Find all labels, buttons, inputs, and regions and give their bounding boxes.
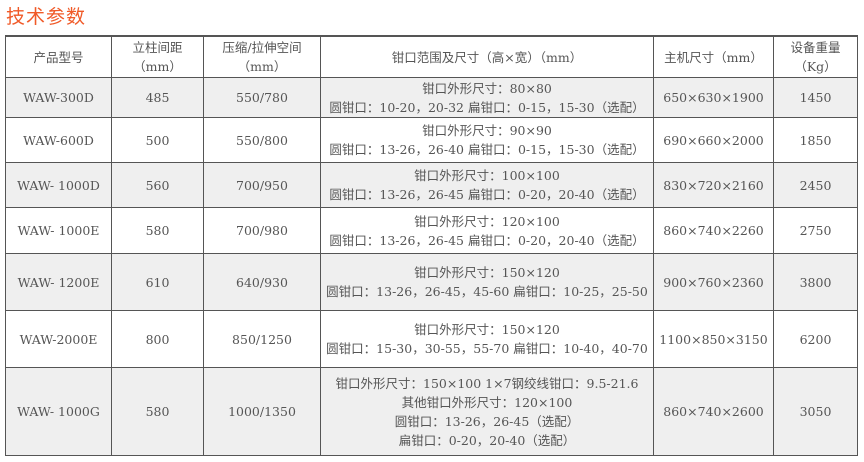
cell-weight: 2450 bbox=[773, 162, 858, 208]
table-row: WAW- 1000D 560 700/950 钳口外形尺寸：100×100 圆钳口：13… bbox=[5, 162, 858, 208]
cell-machine-size: 650×630×1900 bbox=[653, 77, 774, 118]
header-text: 主机尺寸（mm） bbox=[664, 49, 763, 65]
cell-test-space: 550/800 bbox=[203, 117, 321, 163]
cell-model: WAW-600D bbox=[5, 117, 112, 163]
spec-table: 产品型号 立柱间距 （mm） 压缩/拉伸空间 （mm） 钳口范围及尺寸（高×宽）（mm） 主… bbox=[5, 35, 858, 456]
cell-weight: 2750 bbox=[773, 207, 858, 254]
header-weight: 设备重量 （Kg） bbox=[773, 35, 858, 78]
cell-test-space: 700/950 bbox=[203, 162, 321, 208]
table-row: WAW-2000E 800 850/1250 钳口外形尺寸：150×120 圆钳口：15… bbox=[5, 310, 858, 368]
cell-test-space: 550/780 bbox=[203, 77, 321, 118]
cell-jaw-range: 钳口外形尺寸：90×90 圆钳口：13-26，26-40 扁钳口：0-15，15-… bbox=[320, 117, 654, 163]
jaw-line: 钳口外形尺寸：120×100 bbox=[414, 213, 560, 229]
cell-column-spacing: 580 bbox=[111, 367, 204, 456]
cell-test-space: 640/930 bbox=[203, 253, 321, 311]
jaw-line: 圆钳口：13-26，26-45，45-60 扁钳口：10-25，25-50 bbox=[326, 284, 648, 299]
jaw-line: 扁钳口：0-20，20-40（选配） bbox=[398, 432, 576, 448]
cell-column-spacing: 610 bbox=[111, 253, 204, 311]
header-machine-size: 主机尺寸（mm） bbox=[653, 35, 774, 78]
jaw-line: 圆钳口：13-26，26-45 扁钳口：0-20，20-40（选配） bbox=[329, 187, 645, 202]
cell-machine-size: 830×720×2160 bbox=[653, 162, 774, 208]
jaw-line: 圆钳口：13-26，26-40 扁钳口：0-15，15-30（选配） bbox=[329, 142, 645, 157]
header-text: （mm） bbox=[237, 59, 287, 74]
header-row: 产品型号 立柱间距 （mm） 压缩/拉伸空间 （mm） 钳口范围及尺寸（高×宽）（mm） 主… bbox=[5, 35, 858, 78]
cell-column-spacing: 500 bbox=[111, 117, 204, 163]
header-test-space: 压缩/拉伸空间 （mm） bbox=[203, 35, 321, 78]
jaw-line: 钳口外形尺寸：150×120 bbox=[414, 265, 560, 280]
header-text: 产品型号 bbox=[33, 49, 84, 65]
jaw-line: 圆钳口：10-20，20-32 扁钳口：0-15，15-30（选配） bbox=[329, 99, 645, 115]
cell-model: WAW-300D bbox=[5, 77, 112, 118]
jaw-line: 其他钳口外形尺寸：120×100 bbox=[401, 394, 573, 410]
cell-machine-size: 900×760×2360 bbox=[653, 253, 774, 311]
table-row: WAW- 1200E 610 640/930 钳口外形尺寸：150×120 圆钳口：13… bbox=[5, 253, 858, 311]
cell-machine-size: 860×740×2260 bbox=[653, 207, 774, 254]
cell-column-spacing: 485 bbox=[111, 77, 204, 118]
cell-model: WAW- 1000E bbox=[5, 207, 112, 254]
cell-column-spacing: 580 bbox=[111, 207, 204, 254]
cell-model: WAW- 1000D bbox=[5, 162, 112, 208]
header-text: 设备重量 bbox=[790, 40, 841, 55]
header-text: （Kg） bbox=[794, 59, 837, 74]
jaw-line: 圆钳口：15-30，30-55，55-70 扁钳口：10-40，40-70 bbox=[326, 341, 648, 356]
header-model: 产品型号 bbox=[5, 35, 112, 78]
table-row: WAW- 1000G 580 1000/1350 钳口外形尺寸：150×100 1×7… bbox=[5, 367, 858, 456]
cell-machine-size: 860×740×2600 bbox=[653, 367, 774, 456]
table-row: WAW- 1000E 580 700/980 钳口外形尺寸：120×100 圆钳口：13… bbox=[5, 207, 858, 254]
cell-test-space: 1000/1350 bbox=[203, 367, 321, 456]
table-row: WAW-300D 485 550/780 钳口外形尺寸：80×80 圆钳口：10-20，… bbox=[5, 77, 858, 118]
cell-jaw-range: 钳口外形尺寸：80×80 圆钳口：10-20，20-32 扁钳口：0-15，15-… bbox=[320, 77, 654, 118]
jaw-line: 钳口外形尺寸：150×120 bbox=[414, 322, 560, 337]
cell-machine-size: 690×660×2000 bbox=[653, 117, 774, 163]
header-column-spacing: 立柱间距 （mm） bbox=[111, 35, 204, 78]
cell-column-spacing: 560 bbox=[111, 162, 204, 208]
header-jaw-range: 钳口范围及尺寸（高×宽）（mm） bbox=[320, 35, 654, 78]
cell-weight: 3050 bbox=[773, 367, 858, 456]
section-title: 技术参数 bbox=[6, 6, 87, 28]
cell-test-space: 850/1250 bbox=[203, 310, 321, 368]
cell-weight: 6200 bbox=[773, 310, 858, 368]
jaw-line: 钳口外形尺寸：100×100 bbox=[414, 168, 560, 183]
jaw-line: 钳口外形尺寸：150×100 1×7钢绞线钳口：9.5-21.6 bbox=[335, 375, 639, 391]
header-text: 压缩/拉伸空间 bbox=[222, 40, 302, 55]
cell-jaw-range: 钳口外形尺寸：150×100 1×7钢绞线钳口：9.5-21.6 其他钳口外形尺寸… bbox=[320, 367, 654, 456]
cell-column-spacing: 800 bbox=[111, 310, 204, 368]
cell-jaw-range: 钳口外形尺寸：150×120 圆钳口：13-26，26-45，45-60 扁钳口：… bbox=[320, 253, 654, 311]
table-row: WAW-600D 500 550/800 钳口外形尺寸：90×90 圆钳口：13-26，… bbox=[5, 117, 858, 163]
jaw-line: 钳口外形尺寸：80×80 bbox=[422, 80, 552, 96]
jaw-line: 圆钳口：13-26，26-45 扁钳口：0-20，20-40（选配） bbox=[329, 232, 645, 248]
cell-model: WAW- 1200E bbox=[5, 253, 112, 311]
cell-weight: 1850 bbox=[773, 117, 858, 163]
cell-weight: 3800 bbox=[773, 253, 858, 311]
cell-machine-size: 1100×850×3150 bbox=[653, 310, 774, 368]
header-text: 钳口范围及尺寸（高×宽）（mm） bbox=[391, 49, 583, 65]
cell-jaw-range: 钳口外形尺寸：100×100 圆钳口：13-26，26-45 扁钳口：0-20，2… bbox=[320, 162, 654, 208]
cell-weight: 1450 bbox=[773, 77, 858, 118]
cell-test-space: 700/980 bbox=[203, 207, 321, 254]
cell-model: WAW-2000E bbox=[5, 310, 112, 368]
cell-model: WAW- 1000G bbox=[5, 367, 112, 456]
header-text: 立柱间距 bbox=[132, 40, 183, 55]
cell-jaw-range: 钳口外形尺寸：120×100 圆钳口：13-26，26-45 扁钳口：0-20，2… bbox=[320, 207, 654, 254]
cell-jaw-range: 钳口外形尺寸：150×120 圆钳口：15-30，30-55，55-70 扁钳口：… bbox=[320, 310, 654, 368]
header-text: （mm） bbox=[133, 59, 182, 74]
jaw-line: 圆钳口：13-26，26-45（选配） bbox=[394, 413, 580, 429]
jaw-line: 钳口外形尺寸：90×90 bbox=[422, 123, 552, 138]
